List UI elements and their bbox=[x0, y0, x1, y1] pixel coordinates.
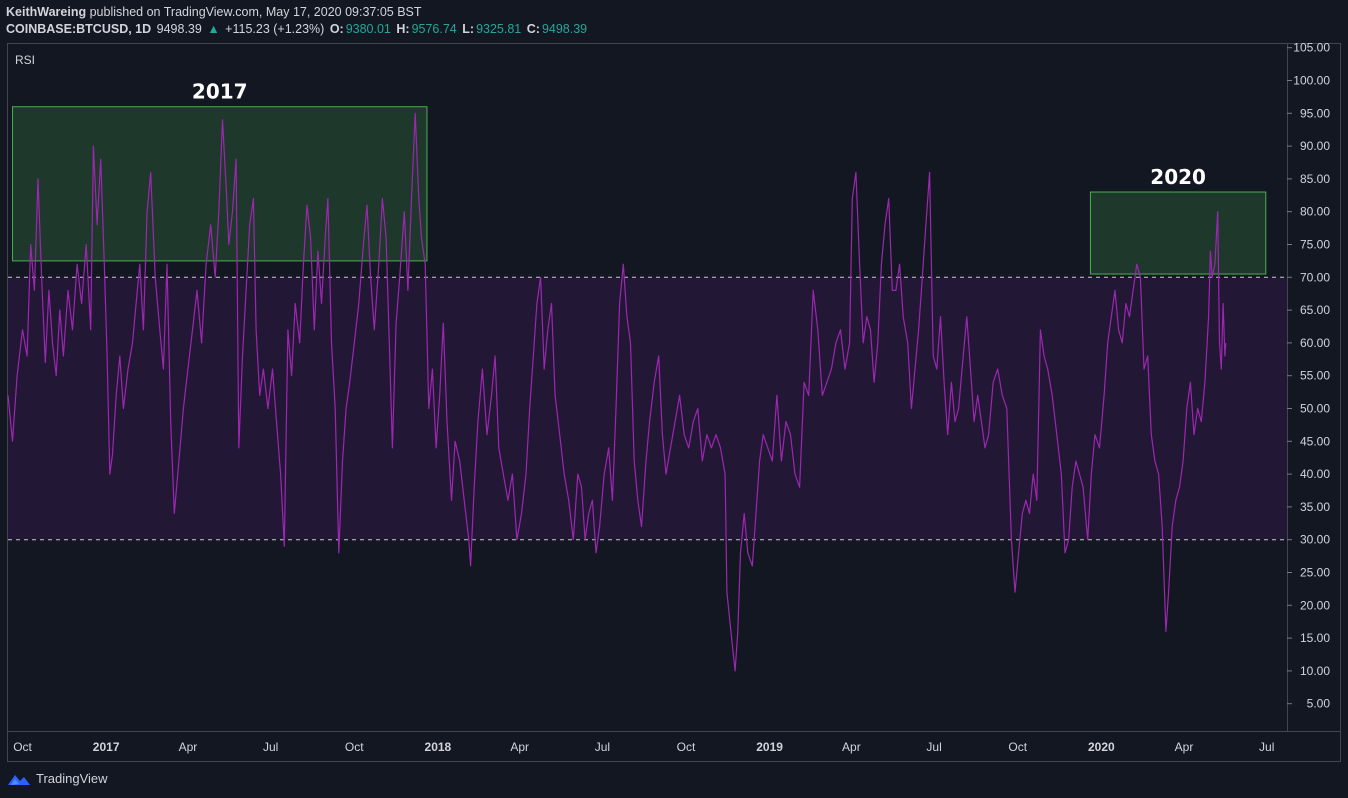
y-tick-label: 5.00 bbox=[1307, 697, 1331, 711]
annotation-label-2020: 2020 bbox=[1150, 165, 1206, 189]
y-tick-label: 10.00 bbox=[1300, 664, 1330, 678]
tradingview-brand: TradingView bbox=[36, 771, 108, 786]
y-tick-label: 45.00 bbox=[1300, 434, 1330, 448]
y-tick-label: 35.00 bbox=[1300, 500, 1330, 514]
y-tick-label: 20.00 bbox=[1300, 598, 1330, 612]
price-change: +115.23 (+1.23%) bbox=[225, 22, 325, 36]
x-tick-label: 2017 bbox=[93, 740, 120, 754]
x-tick-label: Jul bbox=[1259, 740, 1274, 754]
close-label: C: bbox=[526, 22, 540, 36]
y-tick-label: 55.00 bbox=[1300, 369, 1330, 383]
x-tick-label: Oct bbox=[345, 740, 364, 754]
y-tick-label: 90.00 bbox=[1300, 139, 1330, 153]
annotation-box-2020[interactable] bbox=[1089, 191, 1267, 275]
y-tick-label: 100.00 bbox=[1293, 74, 1330, 88]
rsi-band-fill bbox=[8, 277, 1287, 540]
indicator-label: RSI bbox=[15, 53, 35, 67]
open-value: 9380.01 bbox=[345, 22, 391, 36]
y-tick-label: 60.00 bbox=[1300, 336, 1330, 350]
symbol-label[interactable]: COINBASE:BTCUSD, 1D bbox=[6, 22, 152, 36]
x-tick-label: Apr bbox=[1175, 740, 1194, 754]
y-tick-label: 25.00 bbox=[1300, 566, 1330, 580]
x-tick-label: Jul bbox=[263, 740, 278, 754]
y-axis: 105.00 100.00 95.00 90.00 85.00 80.00 75.00 70.… bbox=[1287, 41, 1330, 711]
annotation-boxes: 2017 2020 bbox=[12, 80, 1267, 275]
y-tick-label: 50.00 bbox=[1300, 402, 1330, 416]
close-value: 9498.39 bbox=[541, 22, 588, 36]
y-tick-label: 70.00 bbox=[1300, 270, 1330, 284]
x-tick-label: 2019 bbox=[756, 740, 783, 754]
rsi-band bbox=[8, 276, 1287, 541]
author-name[interactable]: KeithWareing bbox=[6, 5, 87, 19]
x-tick-label: Apr bbox=[842, 740, 861, 754]
tradingview-logo[interactable]: TradingView bbox=[6, 771, 108, 786]
x-tick-label: Jul bbox=[926, 740, 941, 754]
up-arrow-icon: ▲ bbox=[207, 22, 220, 36]
y-tick-label: 95.00 bbox=[1300, 106, 1330, 120]
x-axis: Oct 2017 Apr Jul Oct 2018 Apr Jul Oct 2019 Apr Jul O… bbox=[13, 740, 1274, 754]
x-tick-label: Oct bbox=[1008, 740, 1027, 754]
tradingview-cloud-icon bbox=[8, 774, 30, 785]
high-value: 9576.74 bbox=[411, 22, 457, 36]
x-tick-label: Apr bbox=[510, 740, 529, 754]
x-tick-label: 2020 bbox=[1088, 740, 1115, 754]
rsi-series bbox=[7, 112, 1227, 672]
y-tick-label: 80.00 bbox=[1300, 205, 1330, 219]
x-tick-label: Oct bbox=[677, 740, 696, 754]
ohlc-line: COINBASE:BTCUSD, 1D 9498.39 ▲ +115.23 (+… bbox=[6, 21, 1342, 38]
low-label: L: bbox=[462, 22, 475, 36]
chart-header: KeithWareing published on TradingView.co… bbox=[6, 4, 1342, 38]
y-tick-label: 105.00 bbox=[1293, 41, 1330, 55]
rsi-line bbox=[7, 112, 1227, 672]
x-tick-label: Jul bbox=[595, 740, 610, 754]
x-tick-label: 2018 bbox=[425, 740, 452, 754]
y-tick-label: 30.00 bbox=[1300, 533, 1330, 547]
open-label: O: bbox=[329, 22, 344, 36]
y-tick-label: 40.00 bbox=[1300, 467, 1330, 481]
publish-line: KeithWareing published on TradingView.co… bbox=[6, 4, 1342, 21]
publish-info: published on TradingView.com, May 17, 20… bbox=[89, 5, 422, 19]
x-tick-label: Apr bbox=[179, 740, 198, 754]
y-tick-label: 85.00 bbox=[1300, 172, 1330, 186]
x-tick-label: Oct bbox=[13, 740, 32, 754]
last-price: 9498.39 bbox=[156, 22, 202, 36]
time-scale-frame[interactable] bbox=[7, 731, 1341, 762]
low-value: 9325.81 bbox=[476, 22, 522, 36]
y-tick-label: 65.00 bbox=[1300, 303, 1330, 317]
y-tick-label: 15.00 bbox=[1300, 631, 1330, 645]
high-label: H: bbox=[396, 22, 410, 36]
annotation-label-2017: 2017 bbox=[192, 80, 248, 104]
y-tick-label: 75.00 bbox=[1300, 238, 1330, 252]
